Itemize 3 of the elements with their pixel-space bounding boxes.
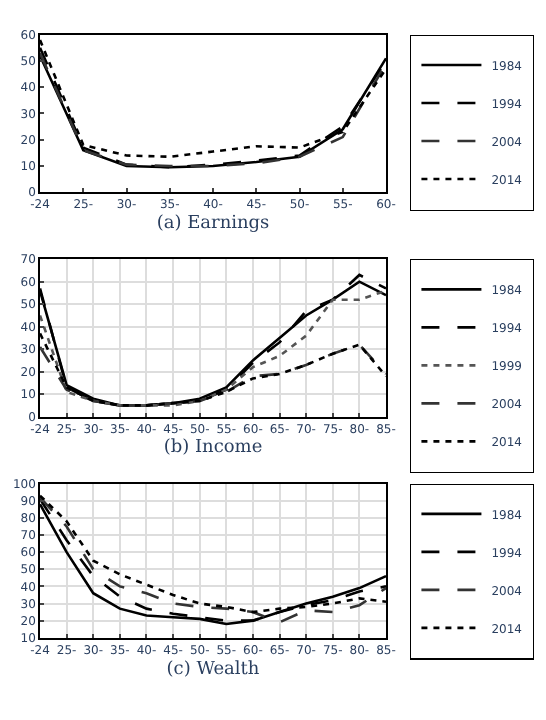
x-axis-title: (a) Earnings xyxy=(156,214,271,234)
x-axis-title: (c) Wealth xyxy=(166,659,260,680)
x-axis-title: (b) Income xyxy=(163,438,263,459)
